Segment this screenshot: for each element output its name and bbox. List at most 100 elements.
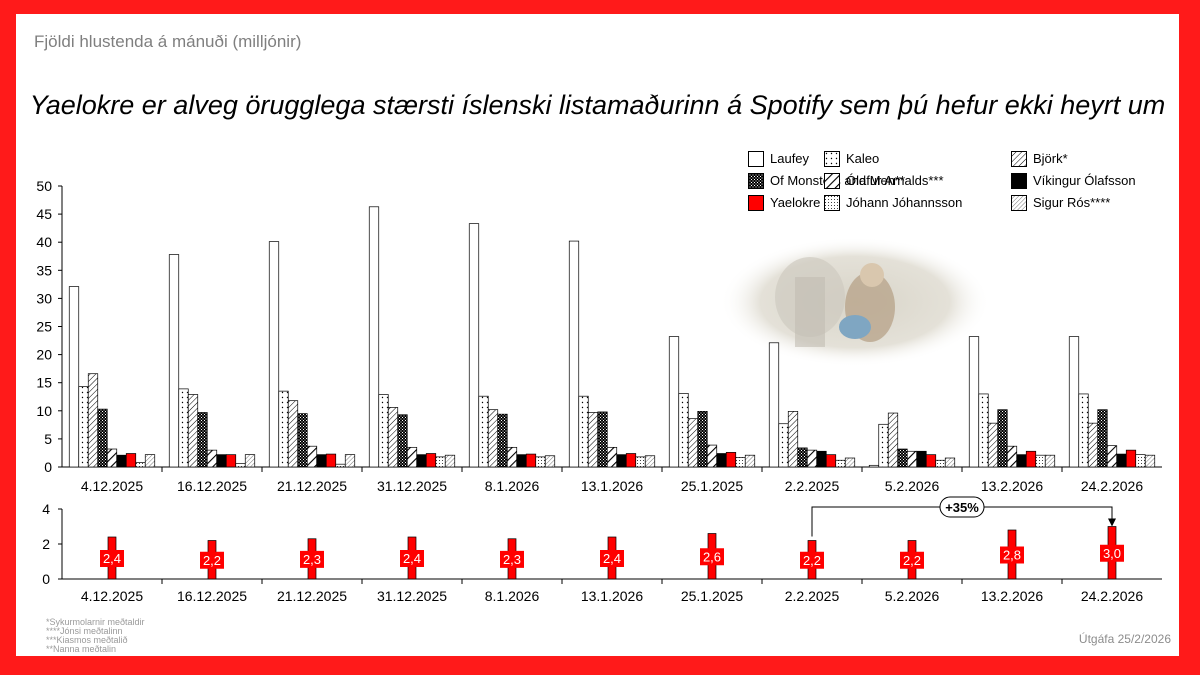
bar [616, 454, 627, 468]
bar [287, 400, 299, 468]
bottom-x-tick-label: 13.2.2026 [981, 588, 1043, 604]
top-x-tick-label: 25.1.2025 [681, 478, 743, 494]
bar [397, 414, 408, 468]
bar [116, 454, 127, 468]
top-y-tick-label: 5 [44, 431, 52, 447]
bottom-y-tick-label: 4 [42, 501, 50, 517]
data-label-box [900, 551, 924, 569]
bar [997, 409, 1008, 468]
top-y-tick-label: 20 [36, 347, 52, 363]
bottom-x-tick-label: 31.12.2025 [377, 588, 447, 604]
bar [306, 445, 318, 468]
legend-swatch [748, 172, 764, 189]
bar [135, 462, 146, 468]
legend-item: Laufey [748, 150, 824, 167]
bar [1135, 454, 1146, 468]
top-y-tick-label: 10 [36, 403, 52, 419]
bar [725, 452, 737, 468]
bar [125, 453, 137, 468]
bar [897, 448, 908, 468]
bar [444, 454, 456, 468]
bar [378, 394, 389, 468]
bar [1144, 454, 1156, 468]
data-label: 2,8 [1003, 548, 1021, 563]
data-label: 2,3 [503, 552, 521, 567]
bar [816, 450, 827, 468]
bar [635, 456, 646, 468]
legend-label: Kaleo [846, 151, 880, 166]
legend-item: Of Monsters and Men** [748, 172, 905, 189]
data-label: 2,6 [703, 549, 721, 564]
bar [487, 409, 499, 468]
top-y-tick-label: 50 [36, 178, 52, 194]
legend-swatch [748, 194, 764, 211]
bar [316, 454, 327, 468]
bar [197, 412, 208, 468]
bar [278, 390, 289, 468]
footnote-4: **Nanna meðtalin [46, 644, 117, 654]
bar [225, 454, 237, 468]
bar [587, 412, 599, 468]
bottom-x-tick-label: 13.1.2026 [581, 588, 643, 604]
data-label-box [500, 550, 524, 568]
bottom-x-tick-label: 24.2.2026 [1081, 588, 1143, 604]
top-y-tick-label: 0 [44, 459, 52, 475]
bar [87, 373, 99, 468]
bar [1016, 454, 1027, 468]
footnote-2: ****Jónsi meðtalinn [46, 626, 123, 636]
data-label-box [400, 550, 424, 567]
bar [1106, 445, 1118, 468]
legend-swatch [748, 150, 764, 167]
legend-label: Laufey [770, 151, 810, 166]
bar [244, 454, 256, 468]
bar [1078, 393, 1089, 468]
bar [516, 454, 527, 468]
bar [178, 388, 189, 468]
bar [525, 453, 537, 468]
top-y-tick-label: 15 [36, 375, 52, 391]
footnote-1: *Sykurmolarnir meðtaldir [46, 617, 145, 627]
bar [916, 450, 927, 468]
legend-swatch [1011, 150, 1027, 167]
top-x-tick-label: 13.1.2026 [581, 478, 643, 494]
bar [268, 241, 280, 468]
data-label: 2,2 [903, 553, 921, 568]
bottom-x-tick-label: 4.12.2025 [81, 588, 143, 604]
bar [1006, 445, 1018, 468]
bar [235, 463, 246, 468]
bar [844, 457, 856, 468]
legend-swatch [824, 172, 840, 189]
bottom-x-tick-label: 16.12.2025 [177, 588, 247, 604]
bar [644, 455, 656, 468]
data-label-box [300, 550, 324, 568]
bar [944, 457, 956, 468]
bar [1025, 450, 1037, 468]
bar [1097, 409, 1108, 468]
top-x-tick-label: 24.2.2026 [1081, 478, 1143, 494]
data-label: 2,4 [403, 551, 421, 566]
bar [335, 463, 346, 468]
legend-label: Jóhann Jóhannsson [846, 195, 963, 210]
chart-headline: Yaelokre er alveg örugglega stærsti ísle… [29, 90, 1166, 120]
bar [168, 254, 180, 468]
top-y-tick-label: 40 [36, 234, 52, 250]
bar [78, 386, 89, 468]
bar [978, 393, 989, 468]
legend-swatch [824, 194, 840, 211]
bar [797, 447, 808, 468]
data-label-box [1000, 546, 1024, 564]
data-label-box [100, 550, 124, 567]
bar [968, 336, 980, 468]
top-y-tick-label: 35 [36, 262, 52, 278]
bottom-x-tick-label: 2.2.2025 [785, 588, 840, 604]
yaelokre-photo [720, 237, 990, 367]
top-y-tick-label: 45 [36, 206, 52, 222]
data-label-box [200, 551, 224, 569]
data-label: 2,2 [203, 553, 221, 568]
bar [187, 394, 199, 468]
legend-item: Jóhann Jóhannsson [824, 194, 1011, 211]
top-y-tick-label: 30 [36, 290, 52, 306]
legend-label: Yaelokre [770, 195, 821, 210]
bar [1035, 454, 1046, 468]
